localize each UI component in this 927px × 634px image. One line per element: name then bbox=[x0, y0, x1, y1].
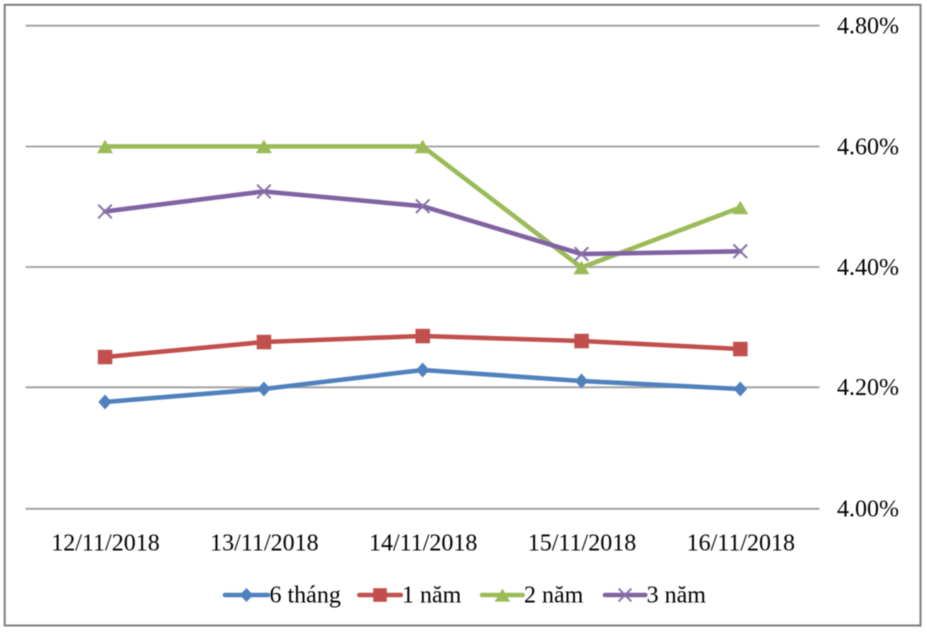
svg-text:6 tháng: 6 tháng bbox=[270, 582, 341, 608]
svg-text:4.60%: 4.60% bbox=[837, 134, 899, 160]
svg-text:13/11/2018: 13/11/2018 bbox=[210, 531, 318, 557]
svg-text:3 năm: 3 năm bbox=[647, 582, 707, 608]
svg-text:4.40%: 4.40% bbox=[837, 255, 899, 281]
svg-text:4.80%: 4.80% bbox=[837, 14, 899, 40]
svg-text:15/11/2018: 15/11/2018 bbox=[528, 531, 636, 557]
svg-text:2 năm: 2 năm bbox=[524, 582, 584, 608]
svg-text:14/11/2018: 14/11/2018 bbox=[369, 531, 477, 557]
svg-text:4.20%: 4.20% bbox=[837, 375, 899, 401]
svg-text:12/11/2018: 12/11/2018 bbox=[51, 531, 159, 557]
svg-text:16/11/2018: 16/11/2018 bbox=[687, 531, 795, 557]
svg-text:1 năm: 1 năm bbox=[402, 582, 462, 608]
svg-text:4.00%: 4.00% bbox=[837, 497, 899, 523]
